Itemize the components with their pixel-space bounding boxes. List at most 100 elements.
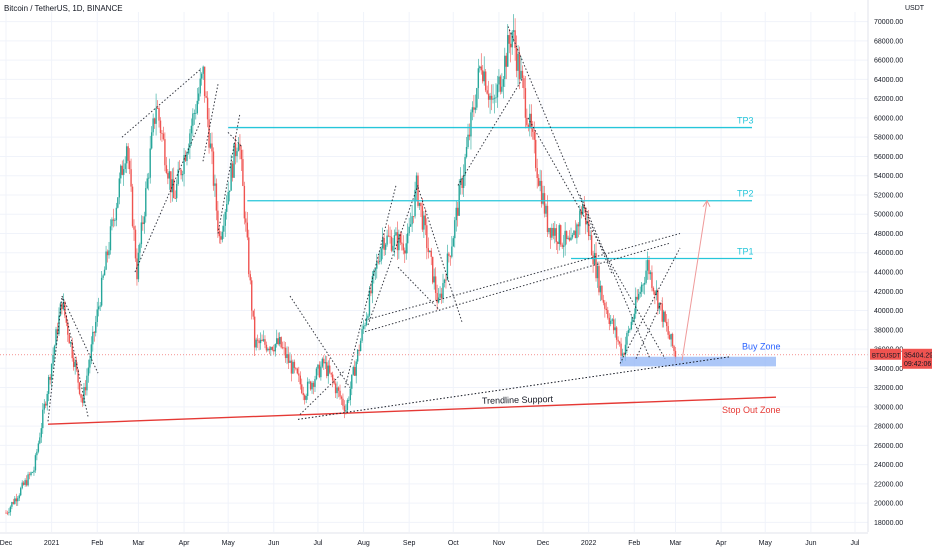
candle-body — [298, 373, 300, 376]
candle-body — [203, 66, 206, 97]
y-tick-label: 28000.00 — [874, 424, 903, 431]
x-tick-label: Jun — [805, 540, 816, 547]
x-tick-label: 2022 — [581, 540, 597, 547]
candle-body — [37, 443, 40, 452]
candle-body — [20, 488, 22, 496]
candle-body — [574, 230, 577, 239]
candle-body — [371, 276, 374, 294]
candle-body — [401, 242, 403, 244]
candle-body — [630, 321, 633, 330]
candle-body — [108, 250, 110, 256]
candle-body — [230, 163, 232, 191]
candle-body — [323, 358, 325, 364]
candle-body — [390, 236, 393, 251]
pattern-dotted-line — [217, 113, 241, 234]
candle-body — [536, 167, 538, 178]
candle-body — [22, 482, 25, 485]
candle-body — [83, 387, 85, 403]
candle-body — [246, 222, 249, 238]
candle-body — [393, 235, 396, 246]
candle-body — [34, 455, 37, 471]
candle-body — [190, 125, 193, 134]
candle-body — [68, 334, 70, 344]
last-price-tag — [902, 348, 932, 369]
candle-body — [236, 151, 238, 157]
candle-body — [56, 329, 59, 334]
candle-body — [133, 226, 135, 230]
candle-body — [234, 143, 237, 157]
candle-body — [527, 125, 530, 128]
candle-body — [542, 193, 544, 204]
candle-body — [40, 428, 43, 438]
candle-body — [483, 71, 485, 82]
candle-body — [436, 292, 438, 303]
candle-body — [287, 354, 290, 363]
candle-body — [145, 188, 147, 217]
candle-body — [470, 112, 472, 137]
candle-body — [517, 53, 519, 71]
candle-body — [299, 375, 301, 385]
candle-body — [464, 157, 466, 176]
candle-body — [482, 70, 484, 82]
candle-body — [474, 107, 477, 110]
candle-body — [333, 380, 335, 384]
buy-zone-label: Buy Zone — [742, 342, 781, 352]
candle-body — [130, 169, 132, 187]
y-tick-label: 38000.00 — [874, 327, 903, 334]
candle-body — [352, 367, 354, 375]
candle-body — [53, 345, 56, 355]
candle-body — [489, 95, 491, 100]
candle-body — [36, 451, 38, 456]
candle-body — [45, 403, 47, 406]
candle-body — [259, 339, 262, 344]
candle-body — [311, 382, 313, 390]
candle-body — [192, 113, 194, 126]
candle-body — [629, 329, 631, 331]
time-axis[interactable]: Dec 2021 Feb Mar Apr May Jun Jul Aug Sep Oct Nov Dec… — [0, 532, 868, 547]
candle-body — [148, 177, 150, 179]
candle-body — [598, 265, 600, 293]
pattern-dotted-line — [507, 26, 613, 275]
candle-body — [273, 349, 275, 352]
candle-body — [27, 474, 29, 486]
candle-body — [329, 365, 331, 373]
candle-body — [432, 256, 434, 283]
pattern-dotted-line — [397, 266, 441, 311]
candle-body — [289, 360, 291, 363]
candle-body — [93, 331, 95, 333]
candle-body — [318, 364, 321, 378]
candle-body — [64, 301, 66, 316]
candle-body — [639, 291, 641, 294]
candle-body — [571, 234, 574, 238]
candle-body — [196, 100, 198, 114]
candle-body — [212, 151, 215, 186]
candle-body — [95, 321, 97, 333]
candle-body — [523, 78, 525, 89]
candle-body — [214, 183, 216, 186]
candle-body — [454, 220, 456, 239]
candle-body — [303, 395, 306, 400]
candle-body — [14, 498, 16, 504]
candle-body — [58, 315, 60, 334]
candle-body — [208, 119, 210, 148]
price-axis[interactable]: 18000.00 20000.00 22000.00 24000.00 26000.00… — [867, 0, 932, 532]
candle-body — [187, 148, 190, 154]
y-tick-label: 52000.00 — [874, 192, 903, 199]
x-tick-label: May — [759, 540, 773, 547]
level-label-tp2: TP2 — [737, 189, 754, 199]
candle-body — [455, 207, 457, 221]
candle-body — [100, 277, 103, 306]
candle-body — [345, 410, 347, 412]
candle-body — [117, 197, 119, 208]
candle-body — [620, 343, 622, 356]
candle-body — [86, 375, 88, 391]
candle-body — [274, 344, 276, 352]
candle-body — [409, 224, 412, 227]
y-tick-label: 44000.00 — [874, 270, 903, 277]
x-tick-label: Feb — [628, 540, 640, 547]
candle-body — [71, 342, 73, 359]
candle-body — [199, 78, 201, 94]
candle-body — [77, 369, 79, 383]
candle-body — [174, 198, 176, 199]
